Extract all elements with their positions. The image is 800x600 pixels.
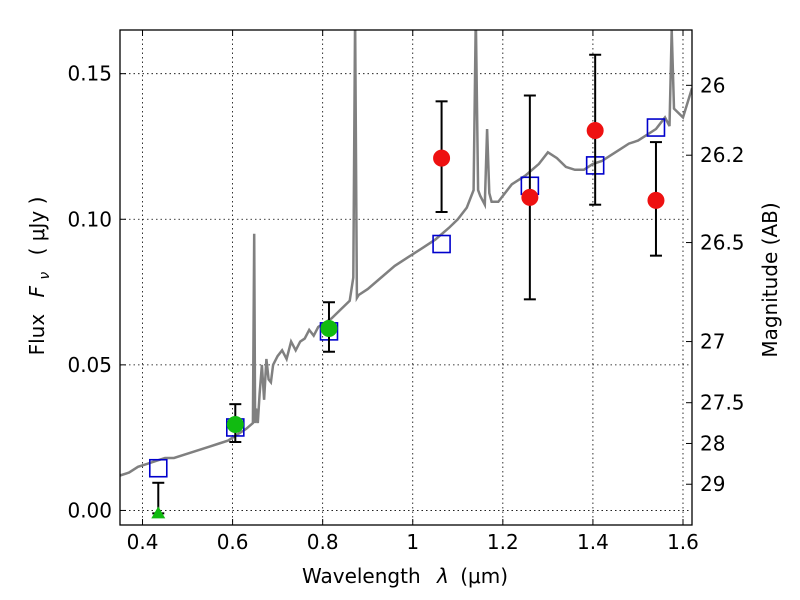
grid-lines	[120, 30, 692, 525]
x-tick-label: 0.8	[307, 530, 339, 554]
x-tick-label: 0.6	[217, 530, 249, 554]
observed-point	[226, 416, 244, 434]
x-axis-label-unit: (μm)	[460, 564, 508, 588]
x-tick-label: 1.6	[667, 530, 699, 554]
observed-point	[647, 191, 665, 209]
y2-tick-label: 26.5	[700, 231, 745, 255]
x-axis-label-prefix: Wavelength	[302, 564, 421, 588]
y2-tick-label: 29	[700, 472, 725, 496]
x-axis: 0.4 0.6 0.8 1 1.2 1.4 1.6	[127, 30, 699, 554]
y-axis-label: Flux F ν ( μJy )	[25, 197, 54, 356]
x-tick-label: 1.2	[487, 530, 519, 554]
y2-tick-label: 27	[700, 330, 725, 354]
markers	[148, 53, 666, 519]
observed-point	[521, 188, 539, 206]
x-tick-label: 1.4	[577, 530, 609, 554]
model-spectrum-line	[120, 30, 692, 477]
plot-frame	[119, 29, 693, 526]
y-tick-label: 0.00	[67, 498, 112, 522]
y2-tick-label: 27.5	[700, 391, 745, 415]
y2-axis: 26 26.2 26.5 27 27.5 28 29	[686, 73, 745, 496]
y-axis-label-symbol: F	[25, 285, 49, 297]
x-axis-label: Wavelength λ (μm)	[302, 564, 508, 588]
y-axis-label-prefix: Flux	[25, 314, 49, 356]
x-tick-label: 0.4	[127, 530, 159, 554]
model-photometry-square	[646, 118, 666, 137]
y-axis: 0.00 0.05 0.10 0.15	[67, 62, 126, 522]
y2-tick-label: 26.2	[700, 143, 745, 167]
model-photometry-square	[432, 234, 451, 254]
observed-point	[433, 149, 451, 167]
observed-point	[586, 121, 604, 139]
y2-axis-label: Magnitude (AB)	[758, 202, 782, 357]
x-axis-label-symbol: λ	[436, 564, 449, 588]
y-axis-label-subscript: ν	[37, 272, 53, 280]
y-tick-label: 0.05	[67, 353, 112, 377]
y2-tick-label: 26	[700, 73, 725, 97]
model-photometry-square	[148, 458, 168, 478]
plot-area	[120, 30, 692, 519]
y-tick-label: 0.15	[67, 62, 112, 86]
y-tick-label: 0.10	[67, 207, 112, 231]
y2-tick-label: 28	[700, 431, 725, 455]
x-tick-label: 1	[406, 530, 419, 554]
upper-limit-triangle	[151, 506, 166, 519]
y-axis-label-unit: ( μJy )	[25, 197, 49, 256]
observed-point	[320, 319, 338, 337]
